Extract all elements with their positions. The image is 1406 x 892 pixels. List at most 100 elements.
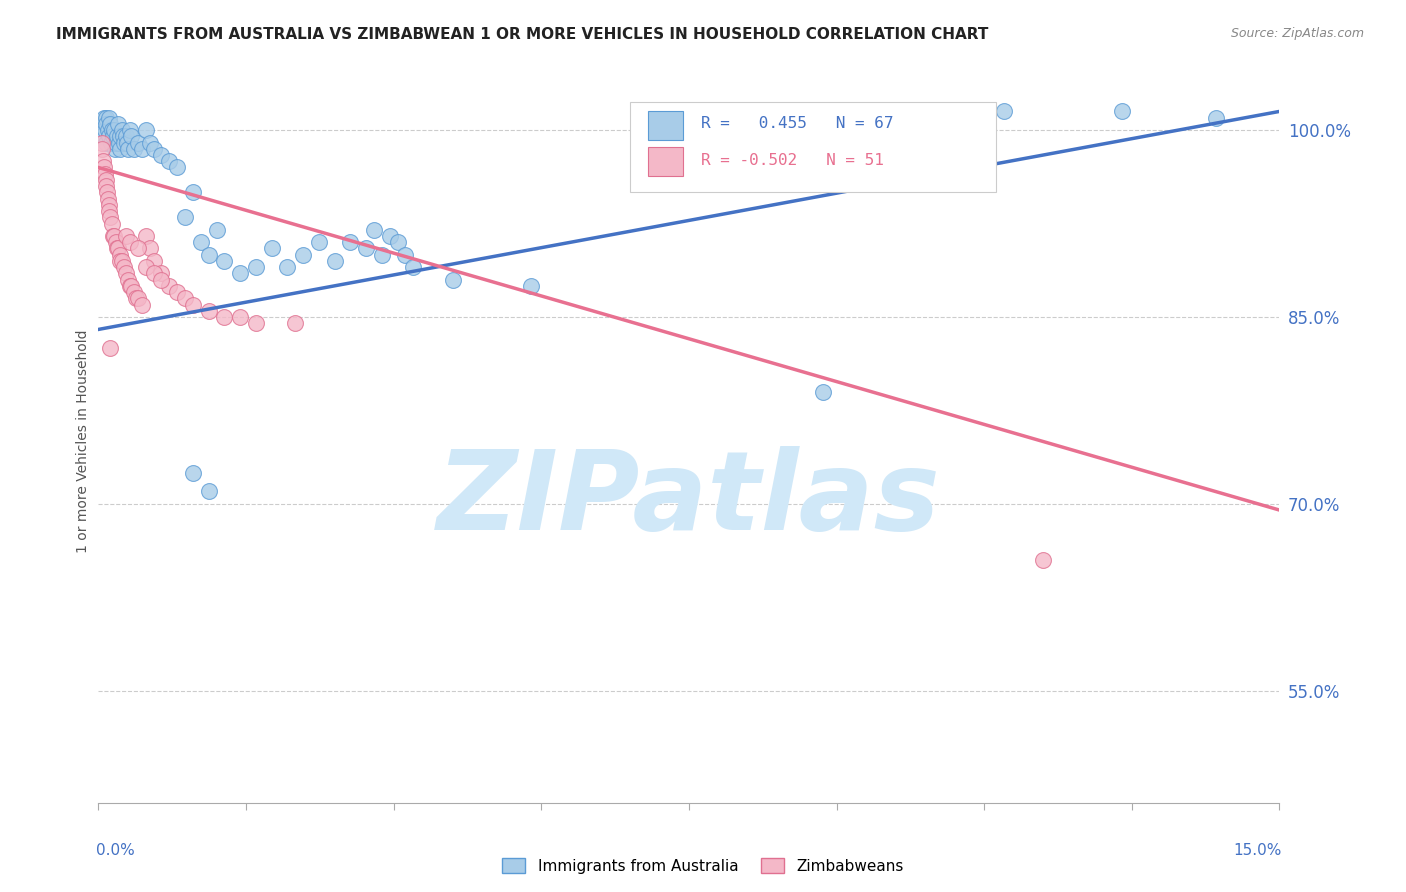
Point xyxy=(101,129,124,144)
Point xyxy=(112,136,135,150)
Text: R = -0.502   N = 51: R = -0.502 N = 51 xyxy=(700,153,883,168)
Point xyxy=(150,148,173,162)
Point xyxy=(105,242,128,256)
Point xyxy=(107,117,129,131)
Point xyxy=(93,161,115,175)
Point xyxy=(138,136,160,150)
Point xyxy=(97,198,120,212)
Point xyxy=(363,223,385,237)
Point xyxy=(181,297,204,311)
Point xyxy=(110,254,132,268)
Point xyxy=(197,484,219,499)
Point xyxy=(111,123,134,137)
Point xyxy=(174,211,197,225)
Point xyxy=(111,129,134,144)
Point xyxy=(354,242,377,256)
Point xyxy=(96,117,118,131)
Point xyxy=(93,167,115,181)
Point xyxy=(127,242,149,256)
Point xyxy=(292,248,315,262)
Point xyxy=(101,229,124,244)
Point xyxy=(520,278,543,293)
Point xyxy=(93,123,115,137)
Point xyxy=(214,310,236,324)
Point xyxy=(122,142,145,156)
Point xyxy=(93,111,115,125)
Text: ZIPatlas: ZIPatlas xyxy=(437,446,941,553)
Point xyxy=(108,142,131,156)
Point xyxy=(150,266,173,280)
FancyBboxPatch shape xyxy=(630,102,995,193)
Y-axis label: 1 or more Vehicles in Household: 1 or more Vehicles in Household xyxy=(76,330,90,553)
Point xyxy=(387,235,409,250)
Point xyxy=(135,260,157,274)
Point xyxy=(97,123,120,137)
Point xyxy=(166,285,188,299)
Point xyxy=(111,254,134,268)
Point xyxy=(91,129,114,144)
Point xyxy=(122,285,145,299)
Point xyxy=(118,278,141,293)
Point xyxy=(98,204,121,219)
Point xyxy=(107,242,129,256)
Point xyxy=(91,154,114,169)
Point xyxy=(197,303,219,318)
Point xyxy=(284,316,307,330)
Point xyxy=(96,179,118,194)
Point xyxy=(97,192,120,206)
Point xyxy=(1111,104,1133,119)
Point xyxy=(118,123,141,137)
Point xyxy=(112,260,135,274)
Point xyxy=(142,142,165,156)
Point xyxy=(276,260,298,274)
Point xyxy=(166,161,188,175)
Point xyxy=(197,248,219,262)
Point xyxy=(115,136,138,150)
Point xyxy=(91,142,114,156)
Point xyxy=(96,186,118,200)
Point xyxy=(135,229,157,244)
Point xyxy=(1205,111,1227,125)
Point xyxy=(117,142,139,156)
Point xyxy=(115,129,138,144)
Point xyxy=(135,123,157,137)
Point xyxy=(104,235,127,250)
Bar xyxy=(648,147,683,177)
Point xyxy=(105,129,128,144)
Point xyxy=(121,129,143,144)
Text: R =   0.455   N = 67: R = 0.455 N = 67 xyxy=(700,116,893,131)
Point xyxy=(181,466,204,480)
Point xyxy=(402,260,425,274)
Point xyxy=(98,111,121,125)
Point xyxy=(993,104,1015,119)
Text: IMMIGRANTS FROM AUSTRALIA VS ZIMBABWEAN 1 OR MORE VEHICLES IN HOUSEHOLD CORRELAT: IMMIGRANTS FROM AUSTRALIA VS ZIMBABWEAN … xyxy=(56,27,988,42)
Point xyxy=(115,229,138,244)
Point xyxy=(1032,553,1054,567)
Point xyxy=(96,136,118,150)
Point xyxy=(110,129,132,144)
Point xyxy=(108,136,131,150)
Text: 0.0%: 0.0% xyxy=(96,843,135,857)
Text: Source: ZipAtlas.com: Source: ZipAtlas.com xyxy=(1230,27,1364,40)
Point xyxy=(323,254,346,268)
Point xyxy=(229,266,252,280)
Point xyxy=(150,272,173,286)
Point xyxy=(142,254,165,268)
Point xyxy=(90,136,112,150)
Point xyxy=(308,235,330,250)
Point xyxy=(157,278,180,293)
Point xyxy=(94,111,117,125)
Point xyxy=(214,254,236,268)
Point xyxy=(174,291,197,305)
Point xyxy=(97,129,120,144)
Point xyxy=(127,291,149,305)
Point xyxy=(115,266,138,280)
Point xyxy=(98,117,121,131)
Point xyxy=(103,123,125,137)
Point xyxy=(100,136,122,150)
Point xyxy=(101,123,124,137)
Point xyxy=(104,136,127,150)
Point xyxy=(131,142,153,156)
Point xyxy=(229,310,252,324)
Point xyxy=(127,136,149,150)
